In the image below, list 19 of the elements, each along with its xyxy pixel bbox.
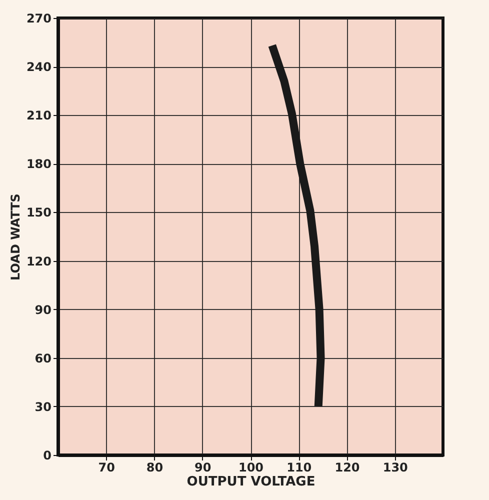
x-tick-label: 130 <box>382 460 408 474</box>
x-axis-title: OUTPUT VOLTAGE <box>186 474 316 490</box>
y-tick-label: 240 <box>26 60 52 74</box>
x-tick-label: 90 <box>194 460 212 474</box>
y-tick-label: 210 <box>26 108 52 123</box>
y-axis-title: LOAD WATTS <box>8 194 22 280</box>
y-tick-label: 0 <box>43 448 52 462</box>
x-tick-label: 80 <box>146 460 164 474</box>
x-tick-label: 120 <box>334 460 360 474</box>
y-tick-label: 60 <box>34 351 52 366</box>
x-tick-label: 70 <box>98 460 115 474</box>
y-tick-label: 120 <box>26 254 52 268</box>
y-tick-label: 180 <box>26 157 52 172</box>
x-tick-label: 110 <box>286 460 312 474</box>
x-tick-label: 100 <box>238 460 264 474</box>
y-tick-label: 270 <box>26 12 52 26</box>
y-tick-label: 90 <box>34 302 52 317</box>
y-tick-label: 30 <box>34 400 52 414</box>
y-tick-label: 150 <box>26 206 52 220</box>
